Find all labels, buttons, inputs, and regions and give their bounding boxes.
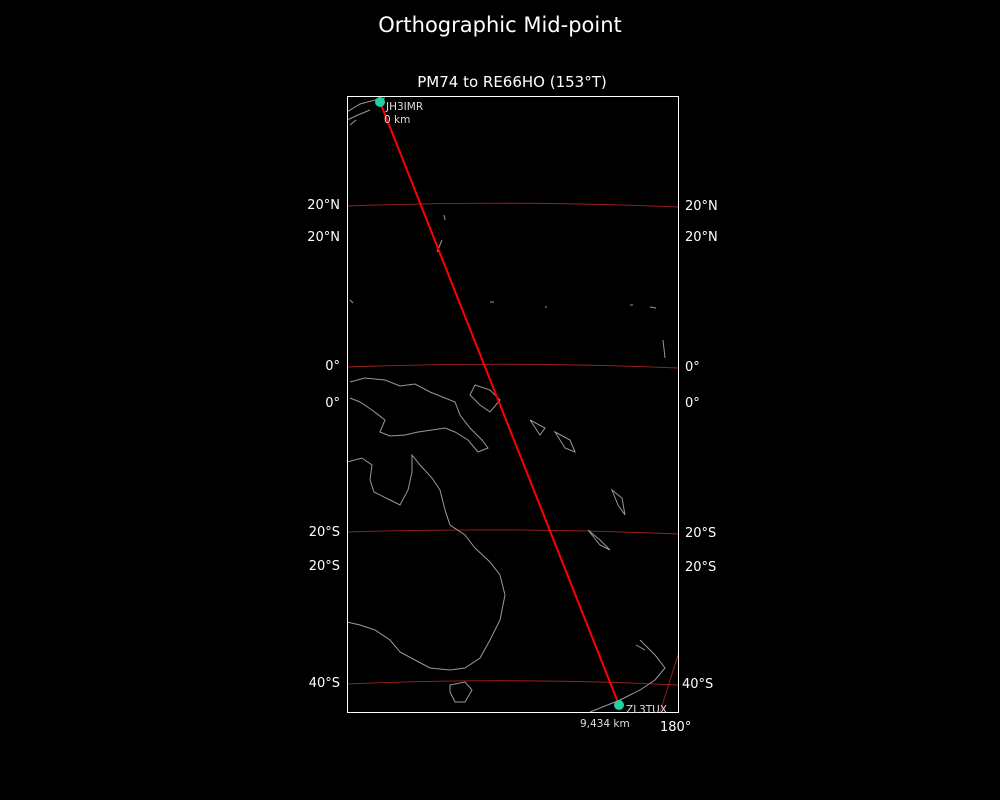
end-station-call: ZL3TUX <box>626 704 667 716</box>
grid-label: 20°N <box>307 230 340 245</box>
grid-label: 20°S <box>309 559 340 574</box>
grid-label: 20°S <box>685 560 716 575</box>
right-grid-labels: 20°N 20°N 0° 0° 20°S 20°S 40°S <box>682 199 718 692</box>
start-station-call: JH3IMR <box>385 101 423 113</box>
grid-label: 40°S <box>309 676 340 691</box>
meridian-180 <box>659 654 678 712</box>
grid-label: 0° <box>325 359 340 374</box>
gridline-equator <box>347 363 678 369</box>
grid-label: 20°S <box>685 526 716 541</box>
grid-label: 0° <box>325 396 340 411</box>
map-area <box>347 97 678 712</box>
gridline-20s <box>347 529 678 535</box>
end-station-distance: 9,434 km <box>580 718 630 730</box>
grid-label: 20°S <box>309 525 340 540</box>
great-circle-route <box>379 101 620 706</box>
grid-label: 0° <box>685 360 700 375</box>
start-station-marker[interactable] <box>375 97 385 107</box>
left-grid-labels: 20°N 20°N 0° 0° 20°S 20°S 40°S <box>307 198 340 691</box>
map-subtitle: PM74 to RE66HO (153°T) <box>417 73 607 91</box>
grid-label: 20°N <box>685 199 718 214</box>
start-station-distance: 0 km <box>384 114 410 126</box>
end-station-marker[interactable] <box>614 700 624 710</box>
grid-label: 20°N <box>685 230 718 245</box>
figure-title: Orthographic Mid-point <box>378 13 622 37</box>
gridline-40s <box>347 680 678 686</box>
grid-label: 20°N <box>307 198 340 213</box>
meridian-label: 180° <box>660 720 691 735</box>
map-frame <box>347 96 679 713</box>
gridline-20n <box>347 202 678 208</box>
grid-label: 40°S <box>682 677 713 692</box>
coastlines <box>347 97 666 712</box>
grid-label: 0° <box>685 396 700 411</box>
